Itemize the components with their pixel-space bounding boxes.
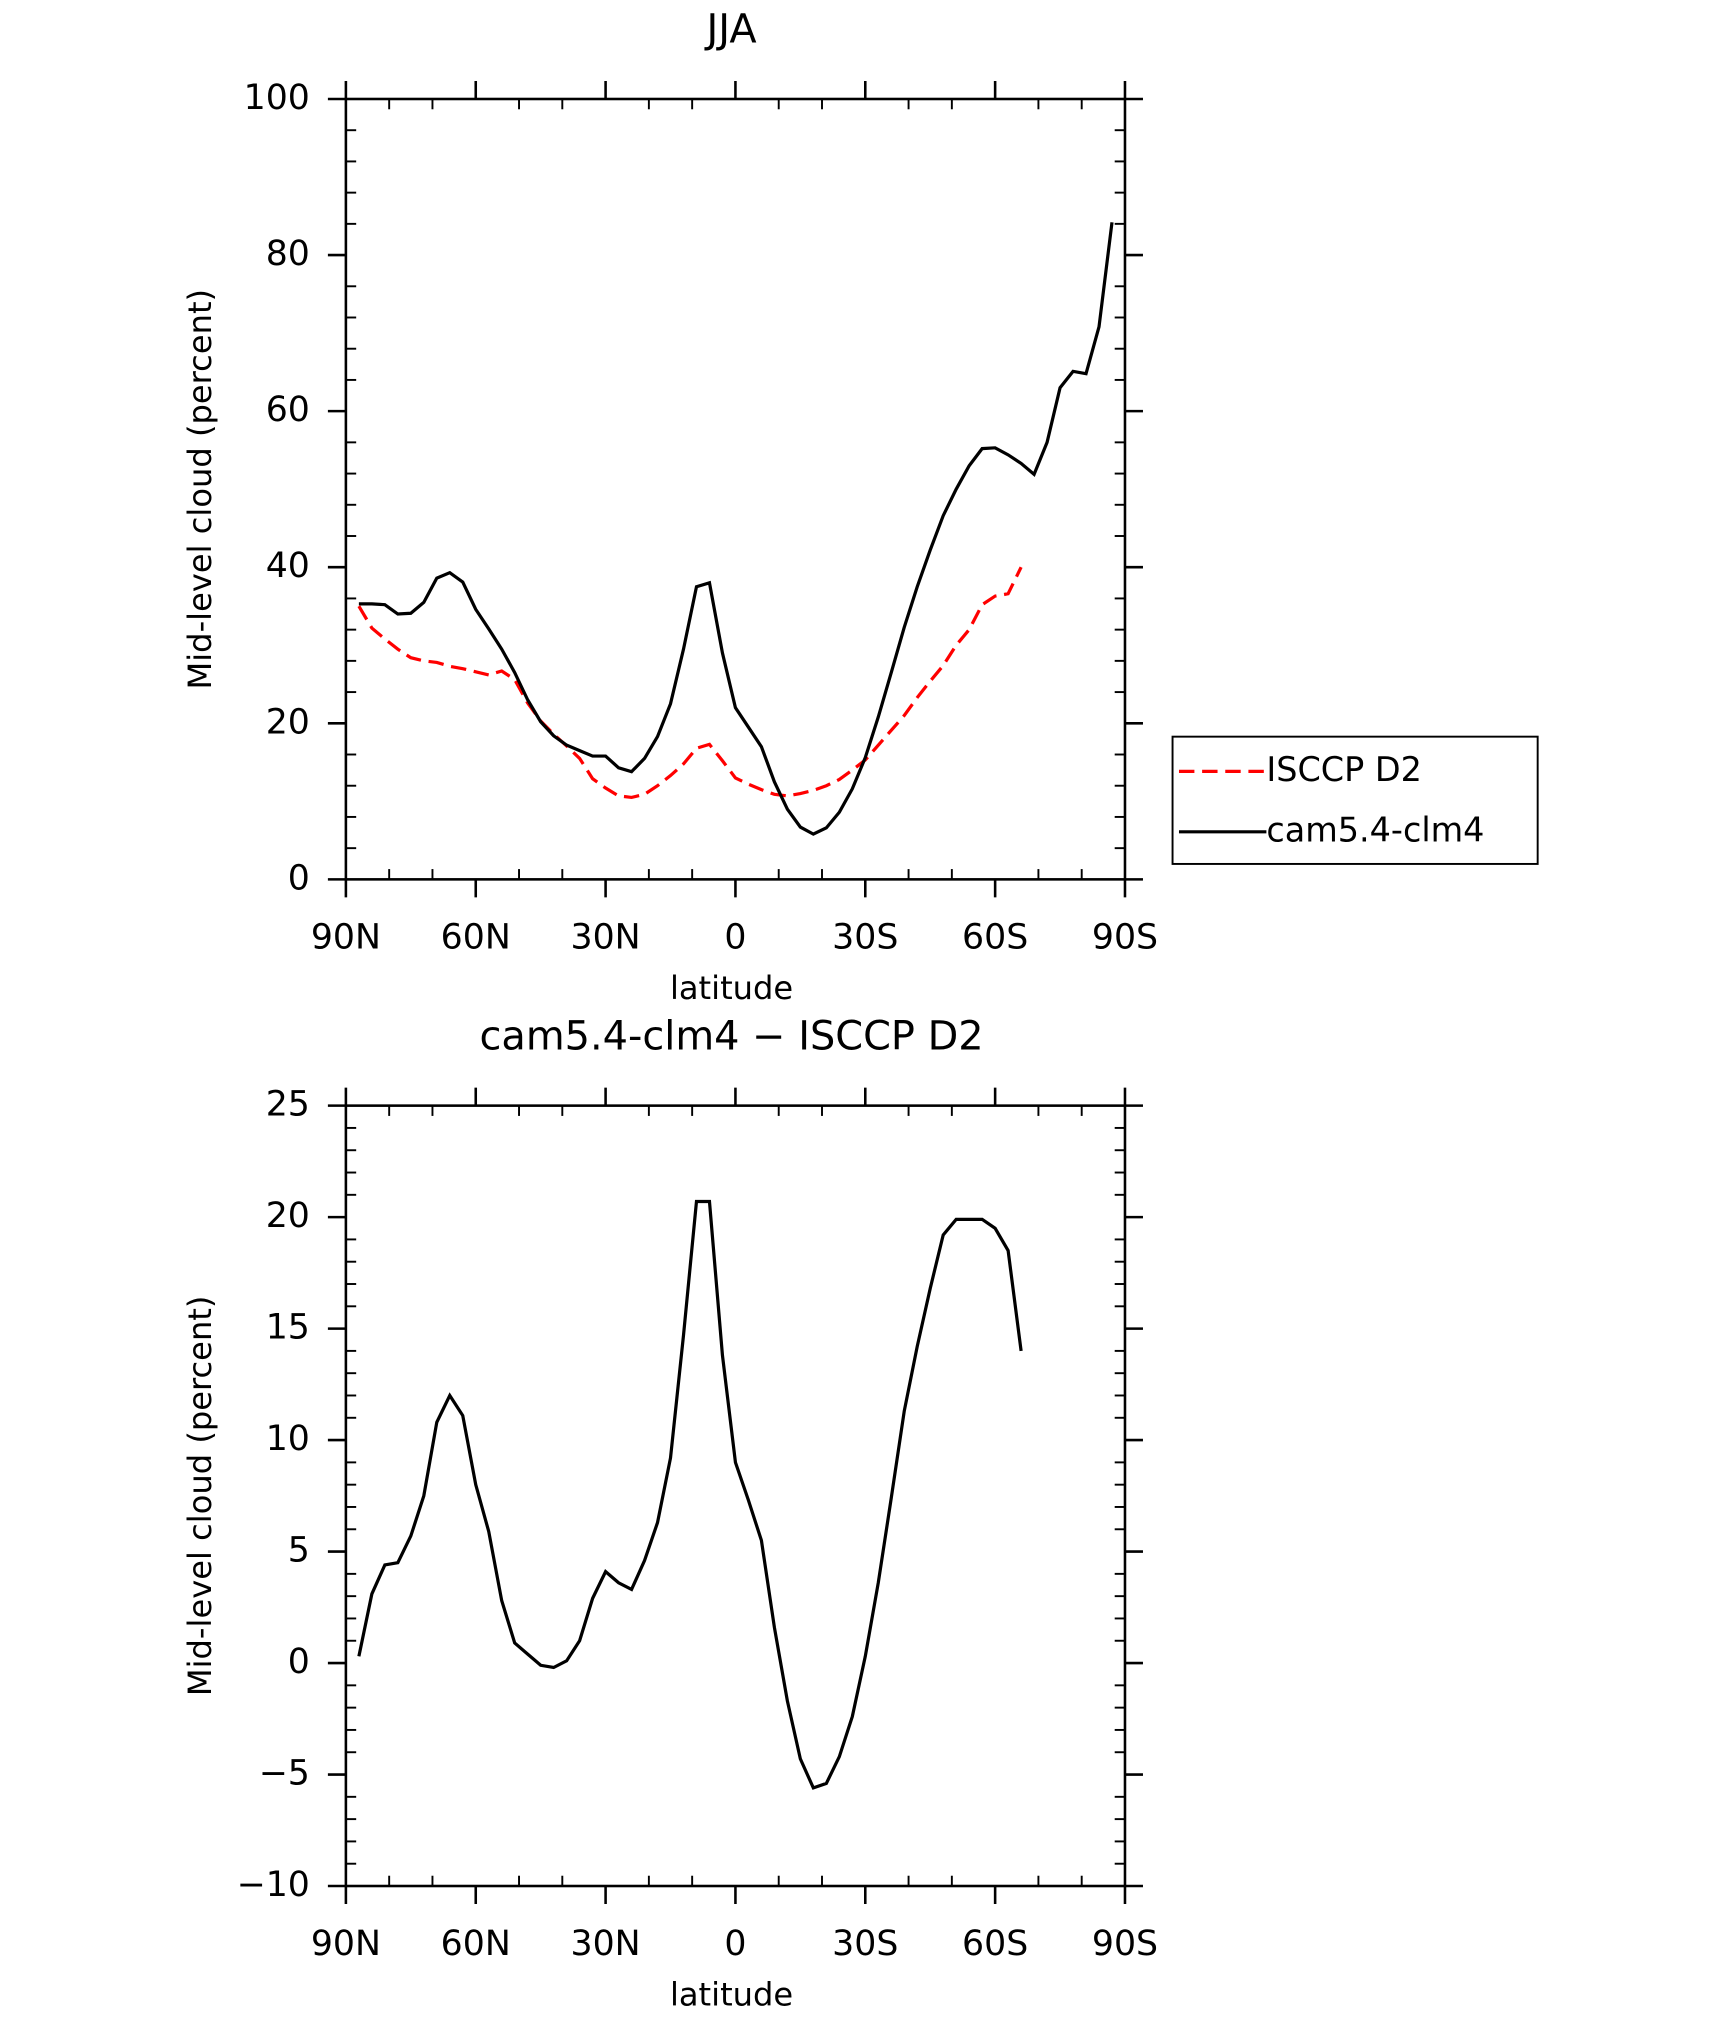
x-tick-label: 30N [571,918,641,958]
y-tick-label: 20 [266,1196,310,1236]
x-tick-label: 60S [962,1924,1028,1964]
y-tick-label: 10 [266,1419,310,1459]
y-tick-label: 60 [266,390,310,430]
data-line [357,566,1023,800]
x-tick-label: 90S [1092,918,1158,958]
y-axis-label: Mid-level cloud (percent) [181,289,219,690]
legend-label: ISCCP D2 [1266,750,1421,789]
chart-title: JJA [704,7,757,53]
x-axis-label: latitude [670,1976,793,2014]
y-tick-label: −10 [237,1865,310,1905]
x-tick-label: 60S [962,918,1028,958]
y-tick-label: 20 [266,702,310,742]
y-tick-label: 5 [288,1531,310,1571]
x-tick-label: 60N [441,918,511,958]
x-tick-label: 30S [832,918,898,958]
x-tick-label: 90N [311,1924,381,1964]
x-tick-label: 0 [724,918,746,958]
y-tick-label: 80 [266,234,310,274]
y-tick-label: 0 [288,858,310,898]
y-tick-label: 15 [266,1308,310,1348]
y-tick-label: −5 [259,1754,310,1794]
y-axis-label: Mid-level cloud (percent) [181,1296,219,1697]
x-tick-label: 30S [832,1924,898,1964]
y-tick-label: 0 [288,1642,310,1682]
x-tick-label: 90S [1092,1924,1158,1964]
legend-box [1171,735,1539,865]
x-tick-label: 60N [441,1924,511,1964]
chart-title: cam5.4-clm4 − ISCCP D2 [480,1013,984,1059]
y-tick-label: 25 [266,1085,310,1125]
plot-frame [344,97,1127,881]
legend-label: cam5.4-clm4 [1266,810,1484,849]
data-line [358,222,1114,836]
data-line [357,1199,1023,1790]
x-tick-label: 30N [571,1924,641,1964]
y-tick-label: 40 [266,546,310,586]
x-axis-label: latitude [670,969,793,1007]
y-tick-label: 100 [244,78,310,118]
x-tick-label: 90N [311,918,381,958]
x-tick-label: 0 [724,1924,746,1964]
plot-frame [344,1104,1127,1888]
